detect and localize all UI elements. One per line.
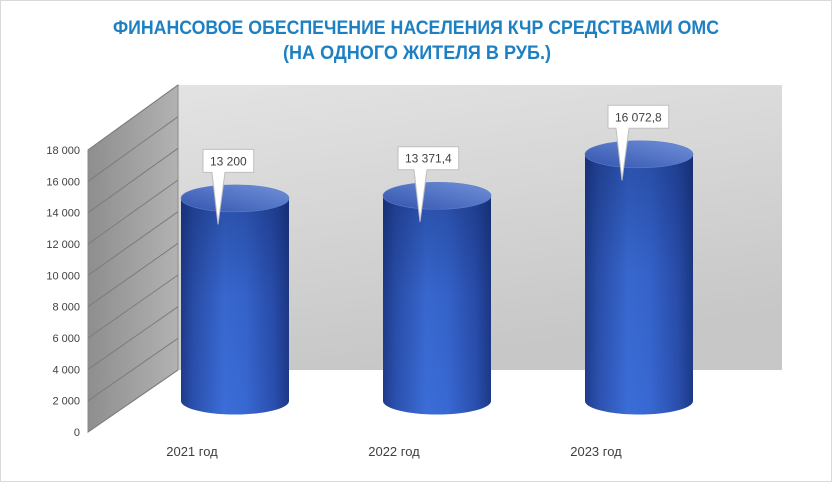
y-tick-label: 12 000 [46,239,80,251]
x-tick-label: 2022 год [368,444,420,459]
y-tick-label: 2 000 [52,396,80,408]
gridline [87,147,179,214]
bar-top [584,140,694,169]
gridline [87,84,179,151]
y-tick-label: 16 000 [46,176,80,188]
gridline [87,179,179,245]
gridline [87,274,179,339]
bar-shading [585,154,693,415]
y-tick-label: 14 000 [46,208,80,220]
y-tick-label: 0 [74,427,80,439]
chart-title: ФИНАНСОВОЕ ОБЕСПЕЧЕНИЕ НАСЕЛЕНИЯ КЧР СРЕ… [113,18,719,39]
x-tick-label: 2023 год [570,444,622,459]
y-tick-label: 4 000 [52,364,80,376]
data-label-text: 13 200 [210,154,247,168]
bar-1 [180,184,290,415]
y-tick-label: 18 000 [46,145,80,157]
data-label: 13 200 [202,148,255,225]
plot-area: 0 2 000 4 000 6 000 8 000 10 000 12 000 14 000 1… [46,84,782,459]
bar-top [382,181,492,210]
y-tick-label: 8 000 [52,302,80,314]
bar-2 [382,181,492,415]
data-label: 13 371,4 [397,146,460,222]
y-tick-label: 6 000 [52,333,80,345]
data-label-callout [607,104,670,181]
gridline [87,306,179,370]
bar-shading [181,198,289,415]
data-label-callout [202,148,255,225]
bar-3 [584,140,694,415]
data-label: 16 072,8 [607,104,670,181]
bar-shading [383,195,491,415]
y-tick-label: 10 000 [46,270,80,282]
gridline [87,369,179,433]
data-label-callout [397,146,460,222]
gridline [87,211,179,276]
data-label-text: 16 072,8 [615,110,662,124]
bar-top [180,184,290,213]
gridline [87,242,179,308]
x-tick-label: 2021 год [166,444,218,459]
chart-subtitle: (НА ОДНОГО ЖИТЕЛЯ В РУБ.) [283,43,551,64]
data-label-text: 13 371,4 [405,152,452,166]
gridline [87,337,179,402]
gridline [87,116,179,182]
